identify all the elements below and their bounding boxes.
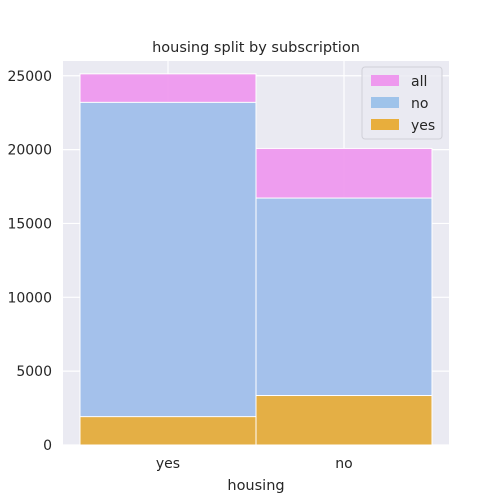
y-tick-label: 10000 <box>7 290 52 306</box>
legend-label-yes: yes <box>411 118 435 134</box>
y-tick-label: 5000 <box>16 364 52 380</box>
chart-title: housing split by subscription <box>152 40 360 56</box>
x-axis-label: housing <box>227 478 284 494</box>
x-tick-label: no <box>335 456 352 472</box>
legend-label-no: no <box>411 96 428 112</box>
legend-swatch-all <box>371 75 399 86</box>
y-tick-label: 15000 <box>7 216 52 232</box>
legend-label-all: all <box>411 74 427 90</box>
y-tick-label: 25000 <box>7 69 52 85</box>
bar-yes-yes <box>79 416 257 446</box>
bars-layer <box>79 73 433 446</box>
bar-no-yes <box>79 101 257 446</box>
legend-swatch-no <box>371 97 399 108</box>
x-tick-label: yes <box>156 456 180 472</box>
tick-labels-layer: 0 5000 10000 15000 20000 25000 yes no <box>7 69 352 472</box>
bar-yes-no <box>255 395 433 446</box>
legend-swatch-yes <box>371 119 399 130</box>
y-tick-label: 20000 <box>7 143 52 159</box>
legend: all no yes <box>361 66 443 140</box>
y-tick-label: 0 <box>43 438 52 454</box>
